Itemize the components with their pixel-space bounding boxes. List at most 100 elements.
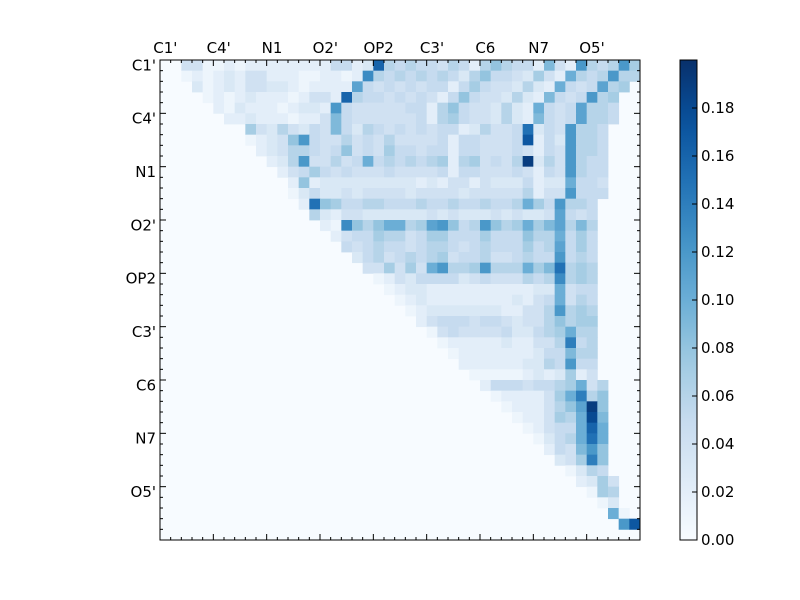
heatmap-cell — [597, 134, 609, 146]
heatmap-cell — [426, 124, 438, 136]
heatmap-cell — [522, 124, 534, 136]
heatmap-cell — [490, 209, 502, 221]
heatmap-cell — [373, 273, 385, 285]
x-tick-label: O2' — [313, 39, 338, 57]
heatmap-cell — [416, 70, 428, 82]
heatmap-cell — [448, 166, 460, 178]
heatmap-cell — [597, 422, 609, 434]
heatmap-cell — [501, 188, 513, 200]
heatmap-cell — [416, 156, 428, 168]
heatmap-cell — [565, 326, 577, 338]
heatmap-cell — [426, 145, 438, 157]
heatmap-cell — [266, 145, 278, 157]
heatmap-cell — [437, 134, 449, 146]
heatmap-cell — [362, 241, 374, 253]
heatmap-cell — [341, 166, 353, 178]
heatmap-cell — [405, 241, 417, 253]
heatmap-cell — [544, 358, 556, 370]
heatmap-cell — [309, 156, 321, 168]
x-tick-label: N1 — [262, 39, 283, 57]
heatmap-cell — [554, 380, 566, 392]
heatmap-cell — [565, 358, 577, 370]
heatmap-cell — [213, 102, 225, 114]
heatmap-cell — [576, 369, 588, 381]
heatmap-cell — [586, 241, 598, 253]
heatmap-cell — [416, 284, 428, 296]
heatmap-cell — [608, 60, 620, 72]
heatmap-cell — [437, 188, 449, 200]
heatmap-cell — [213, 70, 225, 82]
heatmap-cell — [597, 92, 609, 104]
heatmap-cell — [309, 102, 321, 114]
heatmap-cell — [576, 209, 588, 221]
heatmap-cell — [256, 70, 268, 82]
heatmap-cell — [352, 70, 364, 82]
colorbar-tick-label: 0.12 — [701, 243, 734, 261]
heatmap-cell — [448, 70, 460, 82]
heatmap-cell — [245, 92, 257, 104]
heatmap-cell — [341, 113, 353, 125]
heatmap-cell — [458, 124, 470, 136]
heatmap-cell — [448, 316, 460, 328]
heatmap-cell — [512, 92, 524, 104]
heatmap-cell — [554, 422, 566, 434]
heatmap-cell — [288, 70, 300, 82]
heatmap-cell — [522, 209, 534, 221]
heatmap-cell — [554, 188, 566, 200]
heatmap-cell — [256, 102, 268, 114]
heatmap-cell — [586, 444, 598, 456]
heatmap-cell — [490, 294, 502, 306]
heatmap-cell — [522, 177, 534, 189]
heatmap-cell — [192, 70, 204, 82]
heatmap-cell — [544, 294, 556, 306]
heatmap-cell — [629, 518, 641, 530]
heatmap-cell — [597, 81, 609, 93]
heatmap-cell — [394, 294, 406, 306]
heatmap-cell — [416, 145, 428, 157]
heatmap-cell — [522, 380, 534, 392]
heatmap-cell — [501, 60, 513, 72]
colorbar-tick-label: 0.10 — [701, 291, 734, 309]
heatmap-cell — [224, 81, 236, 93]
heatmap-cell — [330, 198, 342, 210]
heatmap-cell — [330, 188, 342, 200]
heatmap-cell — [480, 113, 492, 125]
heatmap-cell — [618, 518, 630, 530]
heatmap-cell — [405, 209, 417, 221]
heatmap-cell — [362, 166, 374, 178]
heatmap-cell — [501, 177, 513, 189]
heatmap-cell — [458, 358, 470, 370]
heatmap-cell — [362, 134, 374, 146]
heatmap-cell — [416, 252, 428, 264]
heatmap-cell — [597, 70, 609, 82]
heatmap-cell — [309, 124, 321, 136]
heatmap-cell — [341, 209, 353, 221]
heatmap-cell — [554, 369, 566, 381]
heatmap-cell — [490, 369, 502, 381]
heatmap-cell — [512, 326, 524, 338]
heatmap-cell — [576, 81, 588, 93]
heatmap-cell — [576, 294, 588, 306]
heatmap-cell — [256, 81, 268, 93]
heatmap-cell — [480, 70, 492, 82]
heatmap-cell — [362, 145, 374, 157]
heatmap-cell — [288, 166, 300, 178]
heatmap-cell — [405, 70, 417, 82]
heatmap-cell — [533, 209, 545, 221]
heatmap-cell — [320, 102, 332, 114]
heatmap-cell — [320, 134, 332, 146]
heatmap-cell — [448, 241, 460, 253]
heatmap-cell — [554, 241, 566, 253]
heatmap-cell — [362, 188, 374, 200]
heatmap-cell — [480, 380, 492, 392]
heatmap-cell — [565, 220, 577, 232]
heatmap-cell — [341, 92, 353, 104]
heatmap-cell — [576, 177, 588, 189]
heatmap-cell — [394, 134, 406, 146]
heatmap-cell — [320, 70, 332, 82]
heatmap-cell — [490, 60, 502, 72]
heatmap-cell — [586, 81, 598, 93]
heatmap-cell — [245, 124, 257, 136]
heatmap-cell — [469, 337, 481, 349]
heatmap-cell — [576, 102, 588, 114]
